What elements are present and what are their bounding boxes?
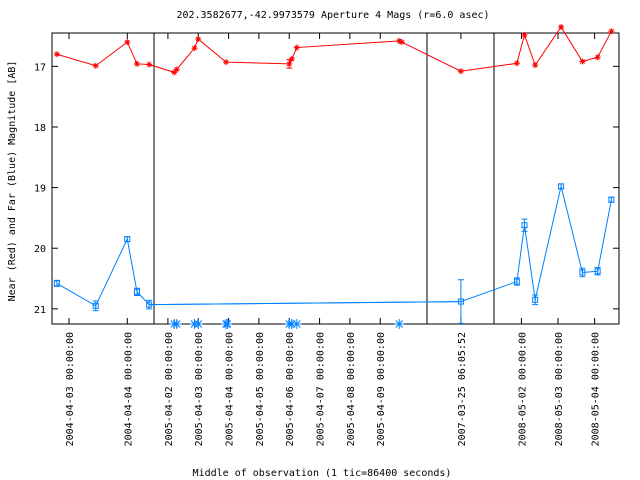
data-point bbox=[146, 61, 153, 68]
plot-frame bbox=[51, 32, 620, 325]
data-point bbox=[286, 60, 293, 67]
data-point bbox=[594, 54, 601, 61]
data-point bbox=[193, 319, 204, 329]
data-point bbox=[394, 319, 405, 329]
data-point bbox=[521, 222, 528, 229]
plot-border bbox=[51, 32, 620, 325]
data-point bbox=[398, 39, 405, 46]
data-point bbox=[195, 36, 202, 43]
y-tick-label: 21 bbox=[34, 305, 46, 316]
x-tick-label: 2005-04-03 00:00:00 bbox=[194, 332, 205, 446]
x-tick-label: 2008-05-02 00:00:00 bbox=[517, 332, 528, 446]
x-tick-label: 2005-04-02 00:00:00 bbox=[164, 332, 175, 446]
data-point bbox=[124, 39, 131, 46]
data-point bbox=[222, 319, 233, 329]
data-point bbox=[608, 28, 615, 35]
y-axis-label: Near (Red) and Far (Blue) Magnitude [AB] bbox=[7, 61, 18, 302]
y-tick-label: 19 bbox=[34, 184, 46, 195]
data-point bbox=[293, 44, 300, 51]
x-axis-label: Middle of observation (1 tic=86400 secon… bbox=[193, 468, 452, 479]
data-point bbox=[579, 269, 586, 276]
x-tick-label: 2005-04-07 00:00:00 bbox=[316, 332, 327, 446]
series-line bbox=[56, 26, 612, 73]
x-tick-label: 2008-05-03 00:00:00 bbox=[554, 332, 565, 446]
data-point bbox=[191, 45, 198, 52]
x-tick-label: 2005-04-09 00:00:00 bbox=[376, 332, 387, 446]
series-layer bbox=[53, 23, 615, 329]
data-point bbox=[92, 62, 99, 69]
x-tick-label: 2005-04-06 00:00:00 bbox=[285, 332, 296, 446]
data-point bbox=[457, 298, 464, 305]
data-point bbox=[532, 62, 539, 69]
x-tick-label: 2007-03-25 06:05:52 bbox=[457, 332, 468, 446]
data-point bbox=[92, 302, 99, 309]
x-tick-label: 2004-04-04 00:00:00 bbox=[123, 332, 134, 446]
data-point bbox=[53, 51, 60, 58]
y-tick-label: 17 bbox=[34, 62, 46, 73]
data-point bbox=[513, 60, 520, 67]
x-tick-label: 2005-04-05 00:00:00 bbox=[255, 332, 266, 446]
data-point bbox=[134, 288, 140, 295]
data-point bbox=[223, 59, 230, 66]
series-near bbox=[53, 23, 615, 76]
data-point bbox=[53, 280, 60, 287]
data-point bbox=[457, 68, 464, 75]
data-point bbox=[579, 58, 586, 65]
data-point bbox=[291, 319, 302, 329]
data-point bbox=[521, 31, 528, 38]
data-point bbox=[134, 60, 140, 67]
series-line bbox=[56, 186, 612, 307]
data-point bbox=[532, 296, 539, 303]
data-point bbox=[171, 69, 178, 76]
data-point bbox=[594, 268, 601, 275]
data-point bbox=[124, 236, 131, 243]
chart-title: 202.3582677,-42.9973579 Aperture 4 Mags … bbox=[176, 10, 489, 21]
x-tick-label: 2005-04-04 00:00:00 bbox=[225, 332, 236, 446]
data-point bbox=[173, 66, 180, 73]
x-tick-label: 2008-05-04 00:00:00 bbox=[591, 332, 602, 446]
data-point bbox=[558, 183, 565, 190]
data-point bbox=[558, 23, 565, 30]
series-far-upper-limits- bbox=[169, 319, 405, 329]
x-axis: 2004-04-03 00:00:00 2004-04-04 00:00:00 20… bbox=[65, 33, 602, 446]
x-tick-label: 2005-04-08 00:00:00 bbox=[346, 332, 357, 446]
data-point bbox=[608, 196, 615, 203]
data-point bbox=[171, 319, 182, 329]
data-point bbox=[513, 278, 520, 285]
y-tick-label: 20 bbox=[34, 244, 46, 255]
x-tick-label: 2004-04-03 00:00:00 bbox=[65, 332, 76, 446]
y-tick-label: 18 bbox=[34, 123, 46, 134]
series-far bbox=[53, 183, 615, 324]
y-axis: 17 18 19 20 21 bbox=[34, 62, 619, 316]
data-point bbox=[146, 301, 153, 308]
data-point bbox=[288, 56, 295, 63]
